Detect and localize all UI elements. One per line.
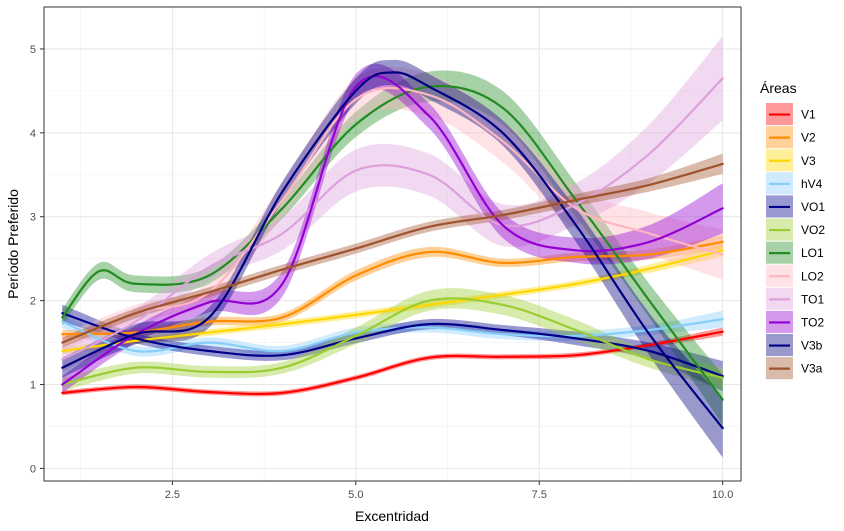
- x-axis: 2.5 5.0 7.5 10.0: [165, 481, 733, 501]
- legend-label: TO2: [801, 315, 824, 329]
- legend: Áreas V1 V2 V3 hV4 VO1 VO2 LO1 LO2 TO1 TO2 V3b V3a: [760, 80, 825, 380]
- band-v2: [62, 235, 723, 339]
- x-tick-label: 7.5: [532, 489, 547, 501]
- legend-label: hV4: [801, 177, 823, 191]
- legend-label: LO2: [801, 269, 824, 283]
- y-tick-label: 4: [30, 128, 36, 140]
- legend-label: LO1: [801, 246, 824, 260]
- y-tick-label: 5: [30, 44, 36, 56]
- band-vo2: [62, 288, 723, 392]
- line-v2: [61, 240, 724, 336]
- legend-label: V1: [801, 108, 816, 122]
- plot-background: [44, 7, 741, 481]
- legend-label: V3b: [801, 339, 823, 353]
- y-tick-label: 3: [30, 212, 36, 224]
- legend-title: Áreas: [760, 80, 797, 96]
- line-hv4: [61, 318, 724, 353]
- y-axis: 0 1 2 3 4 5: [30, 44, 44, 475]
- x-tick-label: 10.0: [712, 489, 733, 501]
- line-lo2: [61, 86, 724, 344]
- band-v3: [62, 244, 723, 355]
- legend-label: V2: [801, 131, 816, 145]
- band-vo1: [62, 304, 723, 392]
- line-v3a: [61, 162, 724, 344]
- band-v3b: [62, 59, 723, 458]
- x-axis-title: Excentridad: [355, 508, 429, 524]
- line-to1: [61, 77, 724, 361]
- band-to2: [62, 63, 723, 393]
- plot-panel-border: [43, 6, 742, 482]
- legend-label: TO1: [801, 292, 824, 306]
- series-lines: [61, 71, 724, 430]
- x-tick-label: 2.5: [165, 489, 180, 501]
- y-tick-label: 0: [30, 463, 36, 475]
- line-v1: [61, 330, 724, 396]
- line-to2: [61, 75, 724, 386]
- band-lo1: [62, 70, 723, 425]
- band-lo2: [62, 66, 723, 352]
- y-tick-label: 2: [30, 296, 36, 308]
- y-tick-label: 1: [30, 380, 36, 392]
- band-v3a: [62, 153, 723, 348]
- legend-label: VO2: [801, 223, 825, 237]
- line-v3: [61, 249, 724, 353]
- line-lo1: [61, 84, 724, 401]
- line-vo2: [61, 297, 724, 386]
- line-v3b: [61, 71, 724, 430]
- legend-label: VO1: [801, 200, 825, 214]
- y-axis-title: Período Preferido: [5, 189, 21, 299]
- x-tick-label: 5.0: [348, 489, 363, 501]
- legend-label: V3: [801, 154, 816, 168]
- band-v1: [62, 327, 723, 397]
- legend-label: V3a: [801, 362, 823, 376]
- line-vo1: [61, 312, 724, 378]
